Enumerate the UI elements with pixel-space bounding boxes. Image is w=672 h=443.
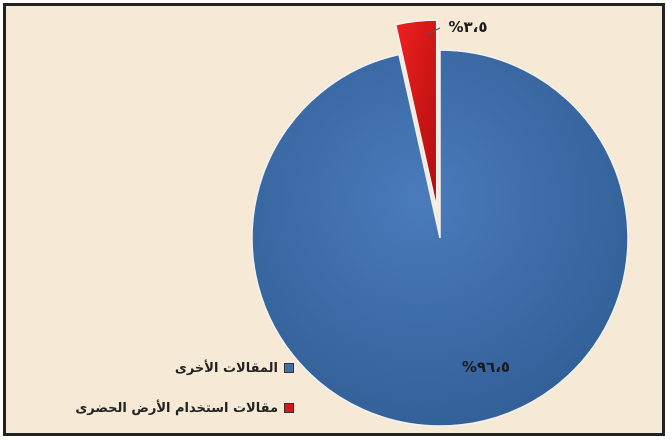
pie-chart: %٩٦،٥ %٣،٥ [251,18,629,427]
legend-label-other-articles: المقالات الأخرى [174,360,278,376]
data-label-other-articles: %٩٦،٥ [462,358,510,376]
chart-frame: %٩٦،٥ %٣،٥ المقالات الأخرى مقالات استخدام… [3,3,665,436]
leader-line-urban-land-use [427,27,441,35]
legend-label-urban-land-use: مقالات استخدام الأرض الحضرى [75,400,278,416]
legend-swatch-blue [284,363,294,373]
legend-item-urban-land-use: مقالات استخدام الأرض الحضرى [34,398,294,418]
legend-swatch-red [284,403,294,413]
data-label-urban-land-use: %٣،٥ [448,18,487,36]
pie-slice-other-articles [251,49,629,427]
legend-item-other-articles: المقالات الأخرى [34,358,294,378]
pie-slice-urban-land-use [394,19,438,209]
